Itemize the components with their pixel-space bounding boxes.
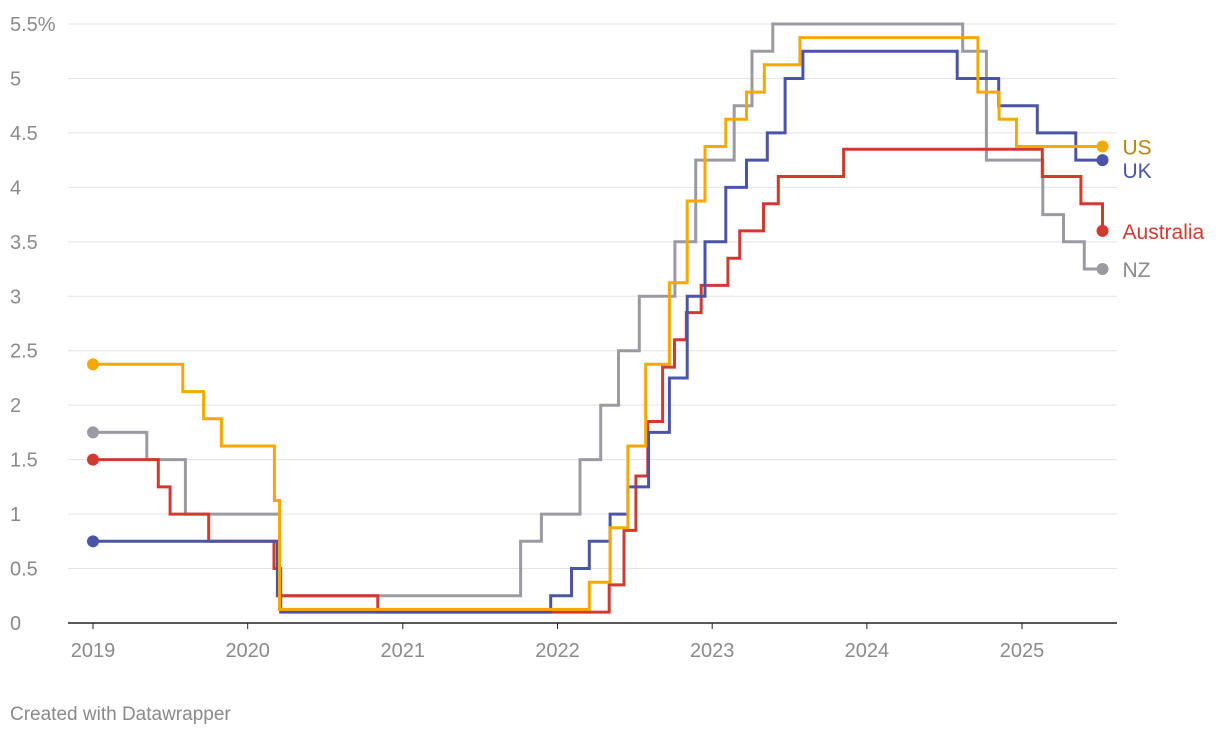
series-end-point-nz (1096, 263, 1109, 276)
series-label-uk: UK (1123, 160, 1152, 183)
y-tick-label-0: 0 (10, 613, 21, 635)
x-tick-label-2019: 2019 (71, 640, 116, 662)
series-label-nz: NZ (1123, 259, 1151, 282)
x-tick-label-2021: 2021 (381, 640, 426, 662)
y-tick-label-3.5: 3.5 (10, 232, 38, 254)
x-tick-label-2022: 2022 (535, 640, 580, 662)
x-tick-label-2020: 2020 (225, 640, 270, 662)
y-tick-label-5.5: 5.5% (10, 14, 56, 36)
gridlines (68, 23, 1117, 624)
y-tick-label-0.5: 0.5 (10, 559, 38, 581)
series-start-point-nz (87, 426, 99, 439)
y-tick-label-2: 2 (10, 395, 21, 417)
y-tick-label-5: 5 (10, 68, 21, 90)
series-line-us (93, 36, 1103, 611)
series-start-point-australia (87, 453, 99, 466)
series-lines (93, 22, 1104, 614)
series-line-australia (93, 147, 1104, 614)
y-tick-label-4: 4 (10, 177, 21, 199)
series-line-uk (93, 49, 1103, 614)
y-tick-label-3: 3 (10, 286, 21, 308)
series-end-point-australia (1096, 224, 1109, 237)
chart: 00.511.522.533.544.555.5% 2019 2020 2021 20… (10, 14, 1205, 662)
series-start-point-uk (87, 535, 99, 548)
x-axis: 2019 2020 2021 2022 2023 2024 2025 (71, 623, 1045, 662)
series-label-australia: Australia (1123, 221, 1205, 244)
y-tick-label-2.5: 2.5 (10, 341, 38, 363)
footer-credit: Created with Datawrapper (10, 704, 231, 725)
series-start-point-us (87, 358, 99, 371)
x-tick-label-2024: 2024 (845, 640, 890, 662)
y-axis: 0 0.5 1 1.5 2 2.5 3 3.5 4 4.5 5 5.5% (10, 14, 56, 635)
series-label-us: US (1123, 137, 1152, 160)
x-tick-label-2025: 2025 (1000, 640, 1045, 662)
series-line-nz (93, 22, 1103, 598)
y-tick-label-1.5: 1.5 (10, 450, 38, 472)
series-markers (87, 140, 1109, 548)
series-end-point-us (1096, 140, 1109, 153)
x-tick-label-2023: 2023 (690, 640, 735, 662)
series-end-point-uk (1096, 154, 1109, 167)
y-tick-label-4.5: 4.5 (10, 123, 38, 145)
y-tick-label-1: 1 (10, 504, 21, 526)
